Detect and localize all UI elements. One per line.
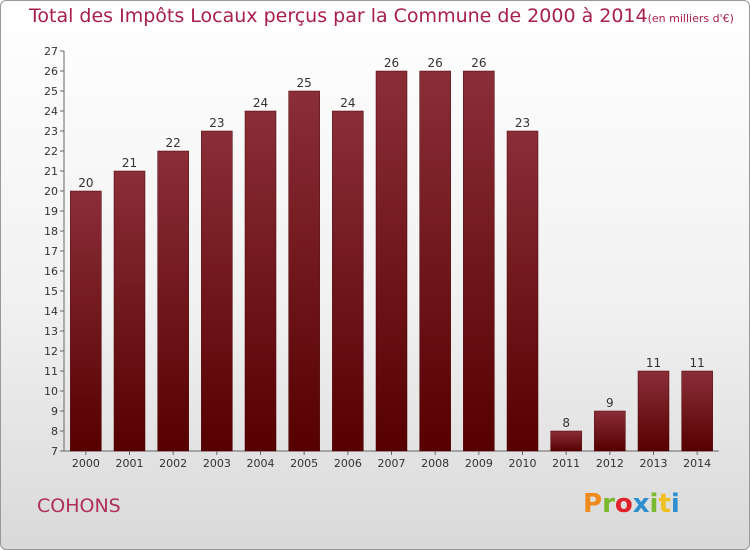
- data-label: 26: [471, 56, 486, 70]
- logo-letter: r: [602, 489, 615, 519]
- x-tick-label: 2014: [683, 457, 711, 470]
- x-tick-label: 2013: [640, 457, 668, 470]
- logo-letter: o: [614, 489, 633, 519]
- x-tick-label: 2006: [334, 457, 362, 470]
- bar: [681, 370, 713, 452]
- x-tick-label: 2004: [247, 457, 275, 470]
- y-tick-label: 8: [51, 425, 58, 438]
- y-tick-label: 13: [44, 325, 58, 338]
- chart-title-text: Total des Impôts Locaux perçus par la Co…: [29, 5, 648, 27]
- commune-name: COHONS: [37, 495, 121, 517]
- y-tick-label: 12: [44, 345, 58, 358]
- data-label: 24: [340, 96, 355, 110]
- data-label: 9: [606, 396, 614, 410]
- bar: [637, 370, 670, 452]
- bar: [332, 110, 364, 452]
- data-label: 8: [562, 416, 570, 430]
- logo-letter: i: [649, 489, 659, 519]
- y-tick-label: 16: [44, 265, 58, 278]
- data-label: 20: [78, 176, 93, 190]
- data-label: 11: [646, 356, 661, 370]
- bar: [594, 410, 626, 452]
- y-tick-label: 21: [44, 165, 58, 178]
- bar: [113, 170, 146, 452]
- y-tick-label: 14: [44, 305, 58, 318]
- bar: [244, 110, 277, 452]
- bar: [70, 190, 102, 452]
- x-tick-label: 2000: [72, 457, 100, 470]
- y-tick-label: 25: [44, 85, 58, 98]
- bar: [506, 130, 539, 452]
- y-tick-label: 11: [44, 365, 58, 378]
- y-tick-label: 19: [44, 205, 58, 218]
- data-label: 23: [515, 116, 530, 130]
- bar: [201, 130, 233, 452]
- y-tick-label: 26: [44, 65, 58, 78]
- x-tick-label: 2012: [596, 457, 624, 470]
- y-tick-label: 15: [44, 285, 58, 298]
- chart-unit: (en milliers d'€): [647, 12, 734, 25]
- data-label: 21: [122, 156, 137, 170]
- data-label: 24: [253, 96, 268, 110]
- data-label: 26: [428, 56, 443, 70]
- y-tick-label: 7: [51, 445, 58, 458]
- bar: [288, 90, 320, 452]
- x-tick-label: 2001: [116, 457, 144, 470]
- bar: [419, 70, 451, 452]
- chart-title: Total des Impôts Locaux perçus par la Co…: [29, 5, 734, 27]
- y-tick-label: 24: [44, 105, 58, 118]
- y-tick-label: 23: [44, 125, 58, 138]
- bar: [550, 430, 582, 452]
- x-tick-label: 2009: [465, 457, 493, 470]
- x-tick-label: 2007: [378, 457, 406, 470]
- bar: [157, 150, 189, 452]
- data-label: 22: [166, 136, 181, 150]
- x-tick-label: 2005: [290, 457, 318, 470]
- proxiti-logo[interactable]: Proxiti: [583, 489, 680, 519]
- x-tick-label: 2002: [159, 457, 187, 470]
- y-tick-label: 10: [44, 385, 58, 398]
- data-label: 23: [209, 116, 224, 130]
- bar: [463, 70, 495, 452]
- y-tick-label: 27: [44, 45, 58, 58]
- data-label: 11: [690, 356, 705, 370]
- y-tick-label: 20: [44, 185, 58, 198]
- x-tick-label: 2010: [509, 457, 537, 470]
- y-tick-label: 17: [44, 245, 58, 258]
- bar: [375, 70, 408, 452]
- logo-letter: i: [670, 489, 680, 519]
- y-tick-label: 22: [44, 145, 58, 158]
- x-tick-label: 2008: [421, 457, 449, 470]
- data-label: 25: [297, 76, 312, 90]
- logo-letter: t: [658, 489, 671, 519]
- y-tick-label: 9: [51, 405, 58, 418]
- data-label: 26: [384, 56, 399, 70]
- y-tick-label: 18: [44, 225, 58, 238]
- x-tick-label: 2003: [203, 457, 231, 470]
- logo-letter: x: [632, 489, 650, 519]
- x-tick-label: 2011: [552, 457, 580, 470]
- logo-letter: P: [583, 489, 603, 519]
